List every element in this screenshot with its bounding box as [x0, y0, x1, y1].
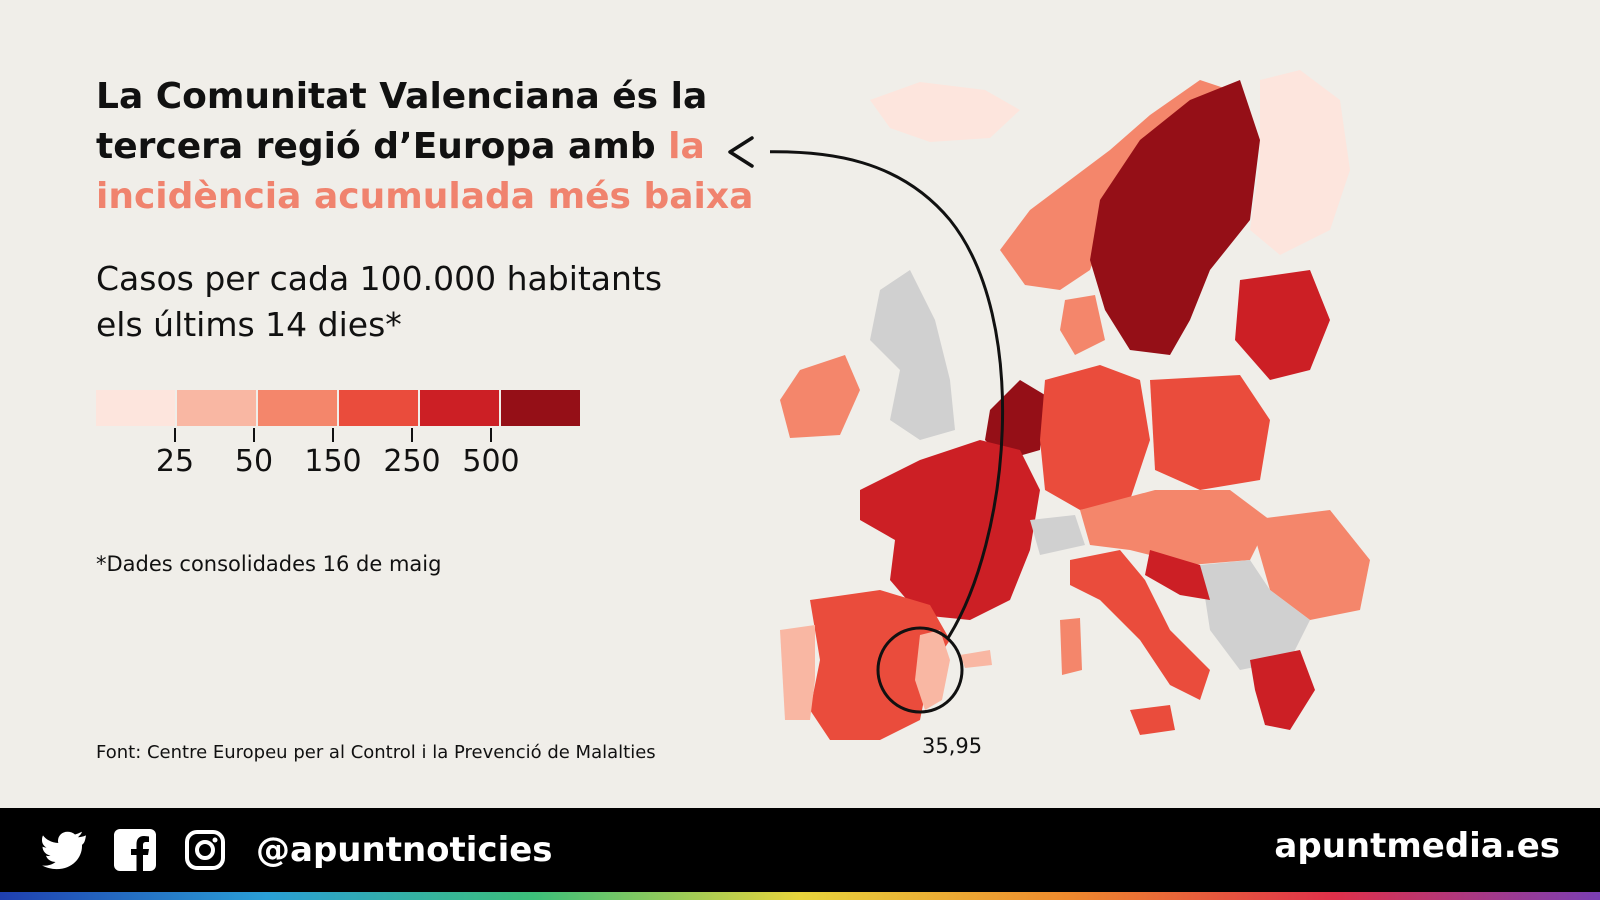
arrow-head-icon [728, 136, 754, 168]
legend-tick [332, 428, 334, 442]
social-handle[interactable]: @apuntnoticies [256, 830, 553, 870]
instagram-icon[interactable] [180, 825, 230, 875]
legend-tick [253, 428, 255, 442]
legend-ticks: 25 50 150 250 500 [96, 426, 580, 486]
subtitle-line-2: els últims 14 dies* [96, 305, 402, 344]
legend-tick-label: 25 [155, 444, 195, 479]
facebook-icon[interactable] [110, 825, 160, 875]
map-region-balkans [1200, 560, 1310, 670]
legend-tick-label: 250 [383, 444, 441, 479]
map-region-central-europe [1080, 490, 1270, 565]
social-links: @apuntnoticies [40, 822, 553, 878]
map-region-greece [1250, 650, 1315, 730]
subtitle: Casos per cada 100.000 habitants els últ… [96, 256, 716, 348]
map-region-poland [1150, 375, 1270, 490]
legend-tick [490, 428, 492, 442]
map-region-ireland [780, 355, 860, 438]
map-region-uk [870, 270, 955, 440]
footer-bar: @apuntnoticies apuntmedia.es [0, 808, 1600, 892]
map-region-germany [1040, 365, 1150, 510]
color-legend: 25 50 150 250 500 [96, 390, 580, 486]
legend-swatch [501, 390, 580, 426]
legend-swatch [258, 390, 339, 426]
footer-rainbow-strip [0, 892, 1600, 900]
legend-swatch [177, 390, 258, 426]
site-link[interactable]: apuntmedia.es [1274, 826, 1560, 866]
legend-tick-label: 500 [462, 444, 520, 479]
data-note: *Dades consolidades 16 de maig [96, 552, 442, 576]
map-region-sicily [1130, 705, 1175, 735]
legend-swatch [96, 390, 177, 426]
highlight-circle [876, 626, 964, 714]
map-region-italy [1070, 550, 1210, 700]
map-region-comunitat-valenciana [915, 630, 950, 710]
legend-tick-label: 50 [234, 444, 274, 479]
map-region-portugal [780, 625, 815, 720]
map-region-denmark [1060, 295, 1105, 355]
source-note: Font: Centre Europeu per al Control i la… [96, 742, 656, 763]
legend-swatch [420, 390, 501, 426]
legend-tick [174, 428, 176, 442]
subtitle-line-1: Casos per cada 100.000 habitants [96, 259, 663, 298]
legend-swatch [339, 390, 420, 426]
headline-highlight: la incidència acumulada més baixa [96, 126, 754, 217]
map-region-finland [1250, 70, 1350, 255]
headline: La Comunitat Valenciana és la tercera re… [96, 72, 816, 222]
map-region-france [860, 440, 1040, 620]
map-region-croatia [1145, 550, 1210, 600]
headline-text: La Comunitat Valenciana és la tercera re… [96, 76, 708, 167]
legend-tick [411, 428, 413, 442]
map-region-iceland [870, 82, 1020, 142]
highlight-value: 35,95 [922, 734, 983, 758]
legend-bar [96, 390, 580, 426]
map-region-sardinia [1060, 618, 1082, 675]
europe-choropleth-map [770, 70, 1370, 740]
map-region-switzerland [1030, 515, 1085, 555]
map-region-benelux [985, 380, 1045, 460]
map-region-balearics [960, 650, 992, 668]
map-region-romania-bulgaria [1250, 510, 1370, 620]
twitter-icon[interactable] [40, 825, 90, 875]
legend-tick-label: 150 [304, 444, 362, 479]
map-region-sweden [1090, 80, 1260, 355]
pointer-arrow [770, 150, 1005, 639]
map-region-baltics [1235, 270, 1330, 380]
